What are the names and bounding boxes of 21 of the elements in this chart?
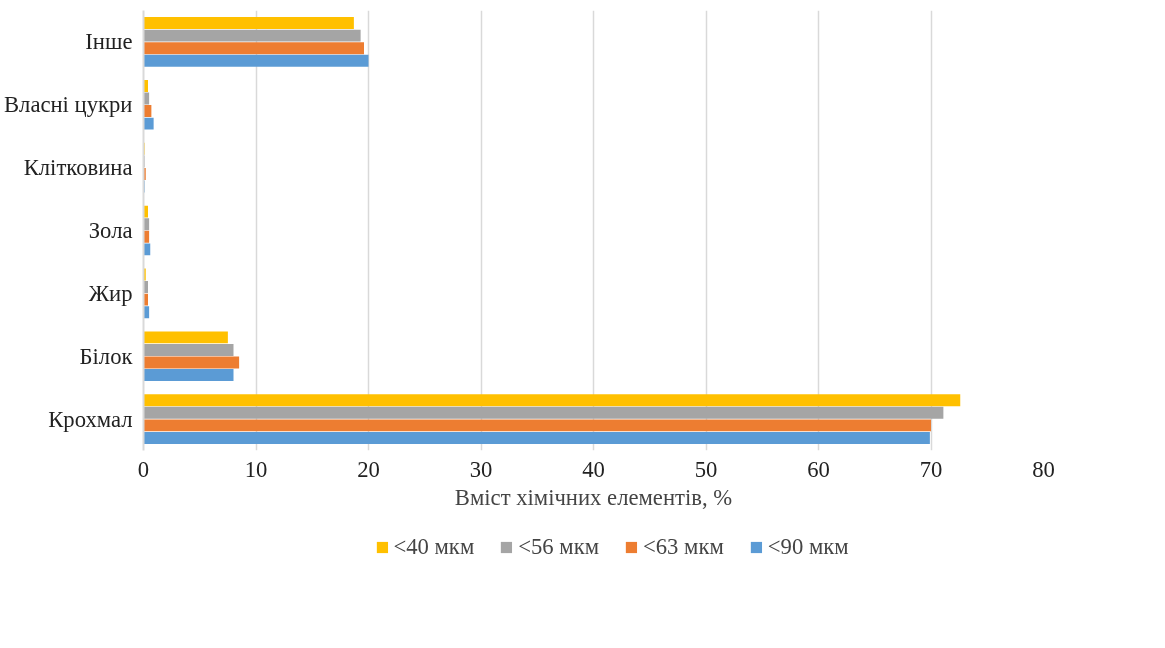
y-tick-label: Зола <box>88 218 133 243</box>
y-tick-label: Жир <box>88 280 133 306</box>
legend-label: <40 мкм <box>393 534 475 560</box>
x-tick-label: 0 <box>137 456 150 482</box>
x-tick-label: 20 <box>357 456 380 482</box>
y-tick-label: Клітковина <box>23 155 133 181</box>
y-tick-label: Білок <box>79 343 134 369</box>
x-tick-label: 30 <box>469 456 493 482</box>
y-tick-label: Власні цукри <box>3 92 133 118</box>
legend-label: <90 мкм <box>767 534 849 560</box>
x-tick-label: 80 <box>1032 456 1055 482</box>
y-tick-label: Інше <box>85 29 133 55</box>
y-tick-label: Крохмал <box>48 406 133 432</box>
x-tick-label: 40 <box>582 456 605 482</box>
x-axis-title: Вміст хімічних елементів, % <box>454 484 733 510</box>
x-tick-label: 10 <box>244 456 268 482</box>
x-tick-label: 60 <box>807 456 830 482</box>
legend-label: <56 мкм <box>518 534 599 560</box>
x-tick-label: 50 <box>694 456 718 482</box>
x-tick-label: 70 <box>919 456 943 482</box>
legend-label: <63 мкм <box>643 534 724 560</box>
